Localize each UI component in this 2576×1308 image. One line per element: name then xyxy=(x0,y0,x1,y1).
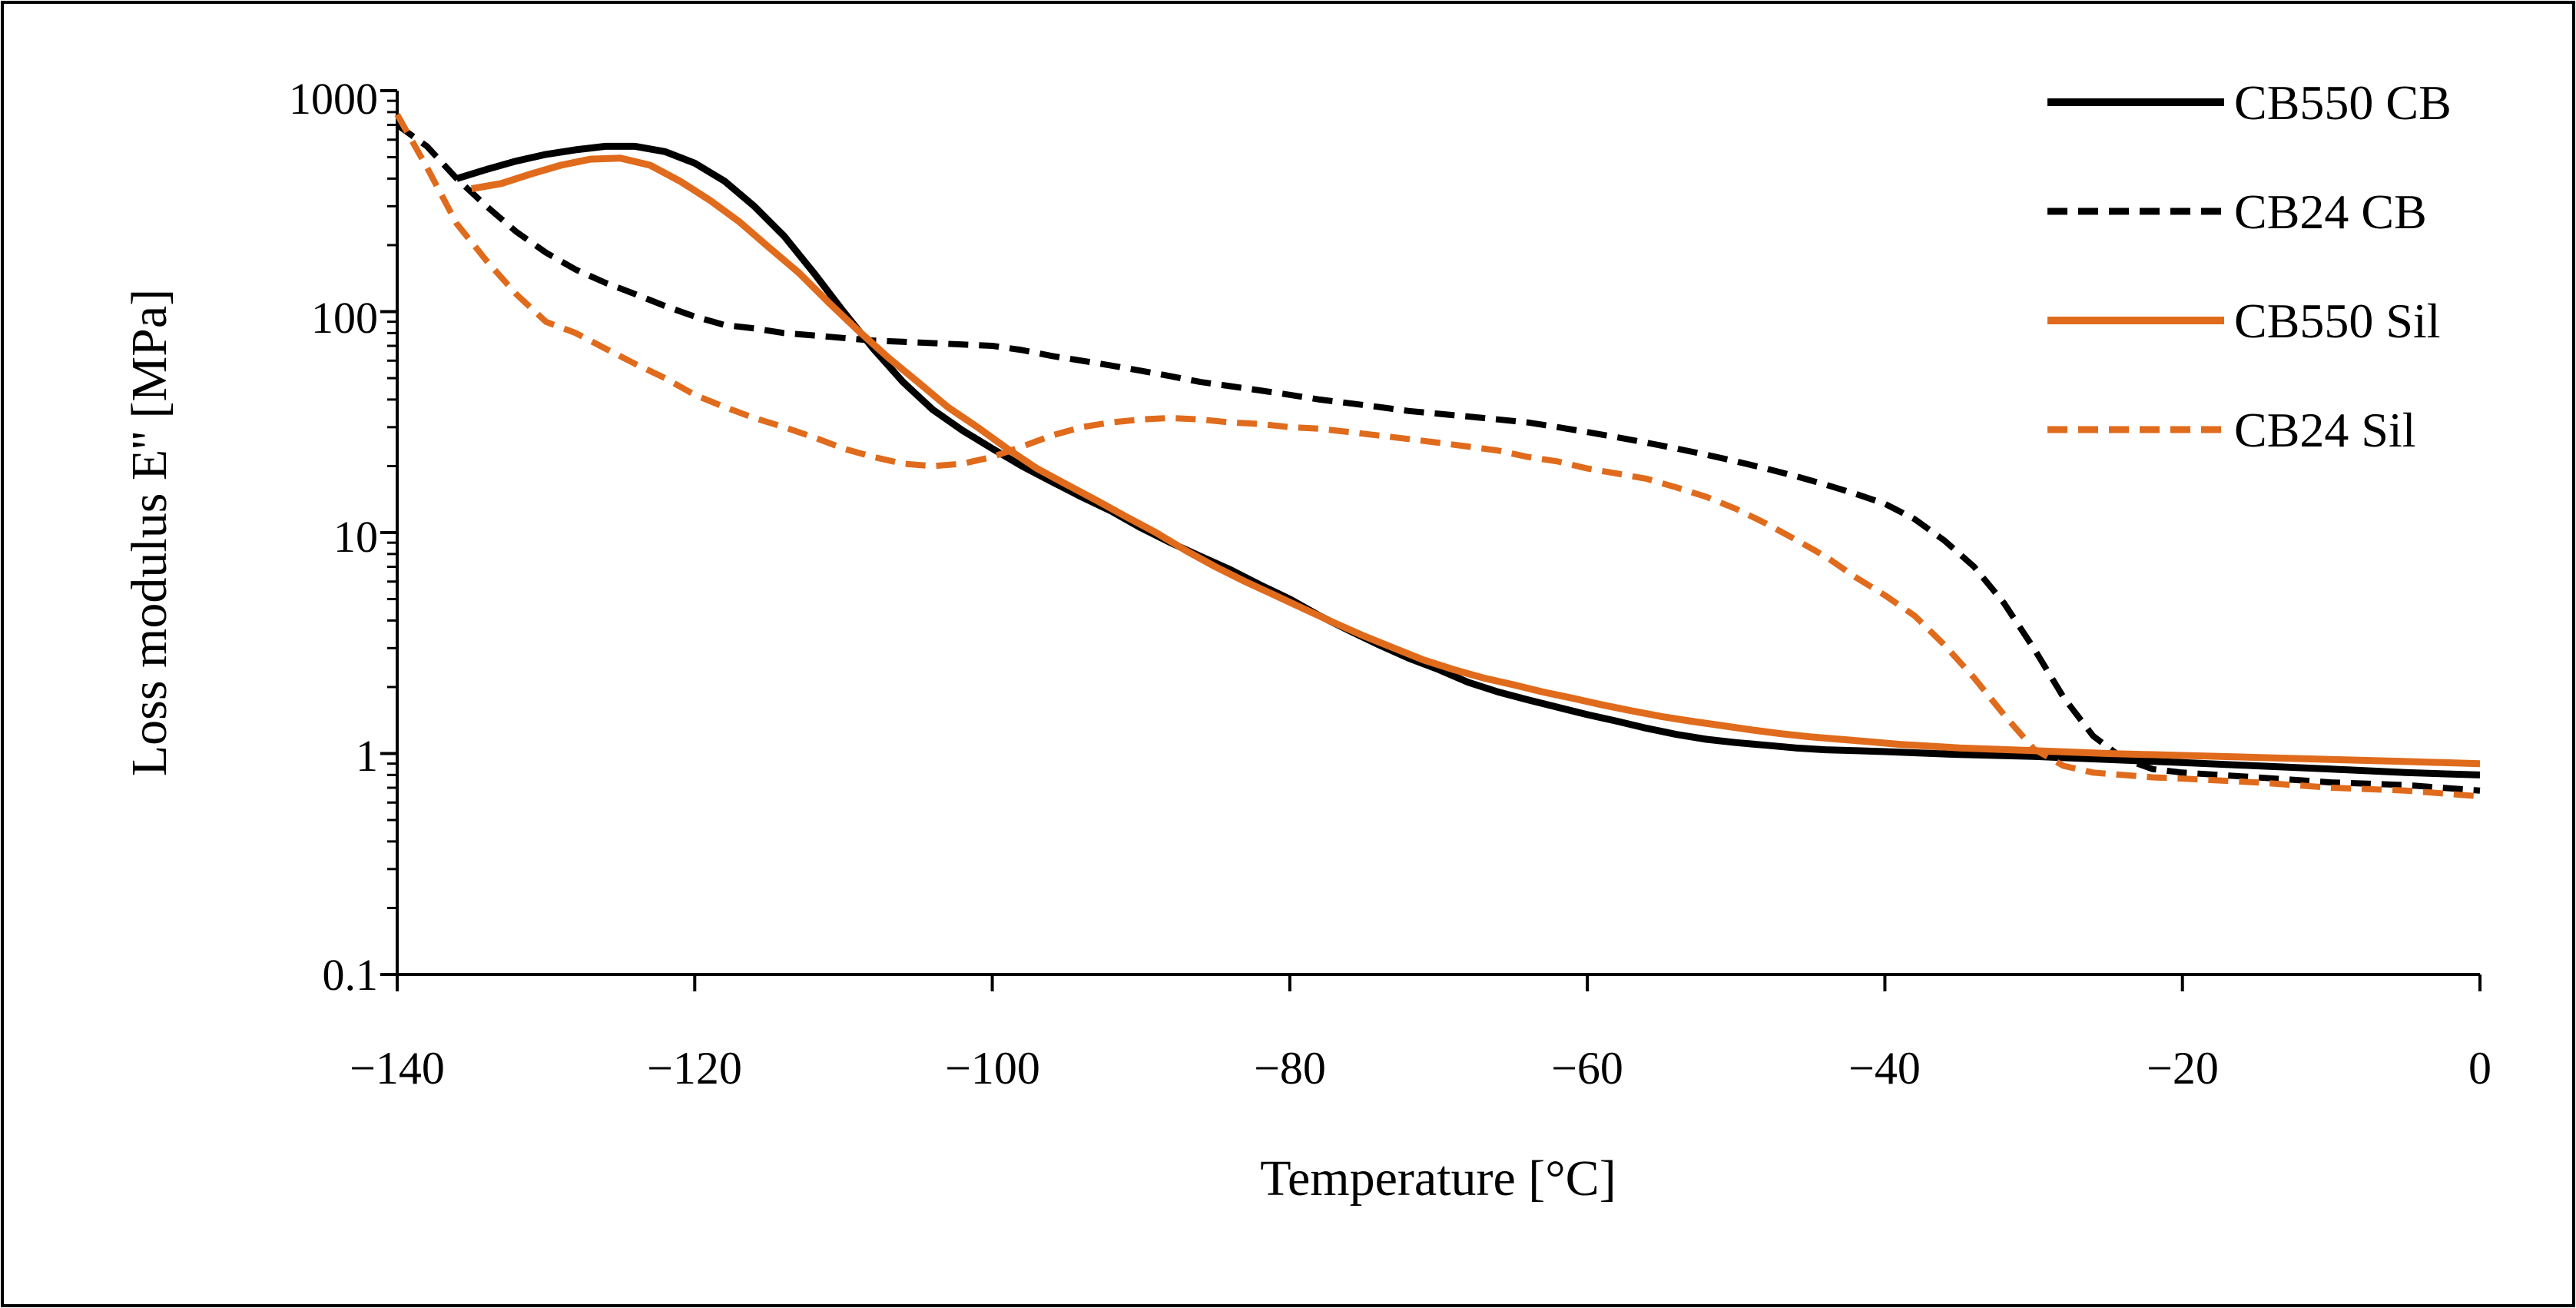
x-tick-label: −20 xyxy=(2147,1043,2219,1094)
y-tick-label: 100 xyxy=(311,293,378,343)
x-tick-label: −60 xyxy=(1551,1043,1623,1094)
y-axis-title: Loss modulus E'' [MPa] xyxy=(121,289,177,776)
y-tick-label: 0.1 xyxy=(323,950,379,1000)
x-tick-label: 0 xyxy=(2468,1043,2491,1094)
series-line-cb24-sil xyxy=(394,113,2481,800)
legend-label-cb24-cb: CB24 CB xyxy=(2234,184,2427,239)
x-axis-title: Temperature [°C] xyxy=(1260,1150,1616,1207)
series-line-cb24-cb xyxy=(395,122,2481,794)
legend-label-cb550-cb: CB550 CB xyxy=(2234,75,2452,130)
x-tick-label: −40 xyxy=(1848,1043,1921,1094)
legend-label-cb550-sil: CB550 Sil xyxy=(2234,294,2441,348)
x-tick-label: −80 xyxy=(1254,1043,1326,1094)
legend-label-cb24-sil: CB24 Sil xyxy=(2234,403,2416,457)
series-layer xyxy=(394,113,2481,800)
series-line-cb550-sil xyxy=(471,154,2481,768)
legend: CB550 CB CB24 CB CB550 Sil CB24 Sil xyxy=(2047,75,2452,457)
y-tick-label: 10 xyxy=(333,512,378,562)
x-tick-label: −140 xyxy=(350,1043,445,1094)
y-tick-label: 1000 xyxy=(289,74,378,124)
ticks-layer xyxy=(380,89,2482,991)
y-tick-label: 1 xyxy=(356,731,378,781)
x-tick-label: −120 xyxy=(647,1043,742,1094)
x-tick-label: −100 xyxy=(945,1043,1040,1094)
